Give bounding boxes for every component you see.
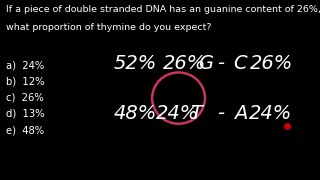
Text: -: -	[218, 54, 225, 73]
Text: 24%: 24%	[249, 104, 292, 123]
Text: d)  13%: d) 13%	[6, 109, 44, 119]
Text: 26%: 26%	[250, 54, 293, 73]
Text: A: A	[234, 104, 247, 123]
Text: -: -	[218, 104, 225, 123]
Text: C: C	[234, 54, 247, 73]
Text: 24%: 24%	[156, 104, 199, 123]
Text: e)  48%: e) 48%	[6, 125, 44, 135]
Text: a)  24%: a) 24%	[6, 60, 44, 70]
Text: 52%: 52%	[114, 54, 157, 73]
Text: G: G	[198, 54, 213, 73]
Text: what proportion of thymine do you expect?: what proportion of thymine do you expect…	[6, 23, 211, 32]
Text: 48%: 48%	[114, 104, 157, 123]
Text: b)  12%: b) 12%	[6, 76, 44, 87]
Text: If a piece of double stranded DNA has an guanine content of 26%,: If a piece of double stranded DNA has an…	[6, 5, 320, 14]
Text: T: T	[190, 104, 202, 123]
Text: c)  26%: c) 26%	[6, 93, 44, 103]
Text: 26%: 26%	[163, 54, 206, 73]
